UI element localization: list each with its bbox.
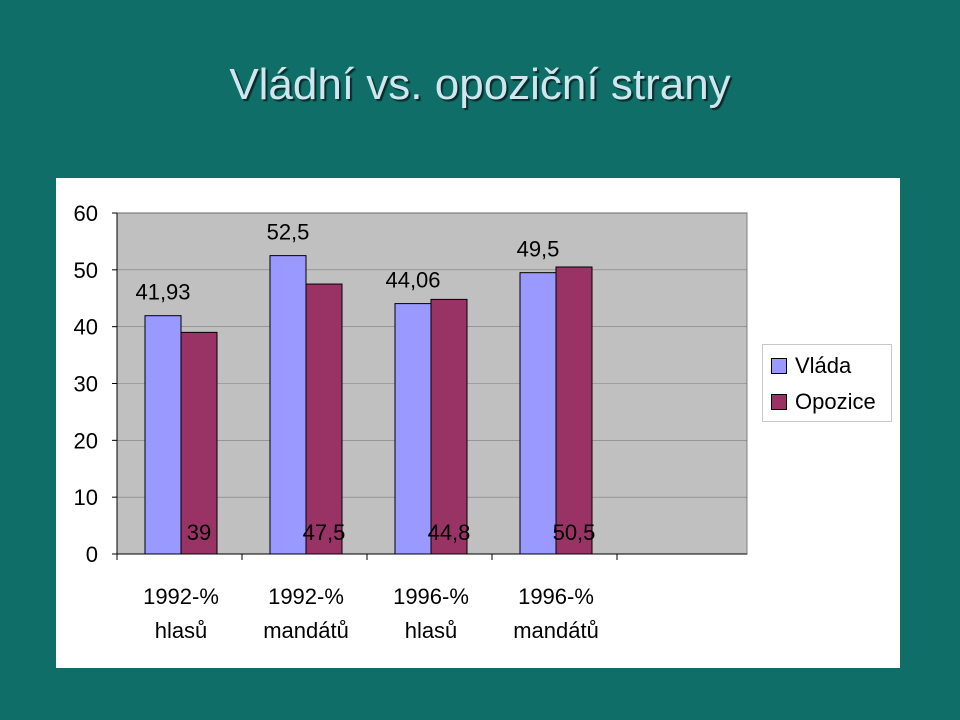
x-tick-label-line1: 1996-% [393,584,469,609]
bar-vlada [144,315,182,555]
legend-item-vlada: Vláda [771,353,851,379]
y-tick-label: 10 [74,485,98,510]
x-tick-label-line2: hlasů [155,618,208,643]
bar-opozice [305,283,343,555]
x-tick-label-line1: 1992-% [143,584,219,609]
x-tick-label-line2: mandátů [263,618,349,643]
legend-item-opozice: Opozice [771,389,876,415]
legend-swatch-vlada [771,358,787,374]
legend-swatch-opozice [771,394,787,410]
y-tick-label: 50 [74,258,98,283]
x-tick-label-line1: 1992-% [268,584,344,609]
bar-vlada [269,255,307,555]
bar-opozice [430,298,468,555]
data-label-vlada: 44,06 [385,268,440,293]
legend: Vláda Opozice [762,344,892,422]
data-label-vlada: 49,5 [517,237,560,262]
y-tick-label: 0 [86,542,98,567]
x-tick-label-line2: hlasů [405,618,458,643]
slide-title: Vládní vs. opoziční strany [229,60,731,109]
legend-label-vlada: Vláda [795,353,852,378]
y-tick-label: 40 [74,315,98,340]
bar-opozice [180,331,218,555]
y-tick-label: 60 [74,201,98,226]
data-label-opozice: 44,8 [428,520,471,545]
bar-vlada [519,272,557,555]
data-label-opozice: 39 [187,520,211,545]
data-label-opozice: 47,5 [303,520,346,545]
x-tick-label-line1: 1996-% [518,584,594,609]
x-tick-label-line2: mandátů [513,618,599,643]
y-tick-label: 20 [74,428,98,453]
bar-opozice [555,266,593,555]
bar-vlada [394,303,432,555]
legend-label-opozice: Opozice [795,389,876,414]
data-label-opozice: 50,5 [553,520,596,545]
data-label-vlada: 52,5 [267,220,310,245]
data-label-vlada: 41,93 [135,280,190,305]
y-tick-label: 30 [74,372,98,397]
